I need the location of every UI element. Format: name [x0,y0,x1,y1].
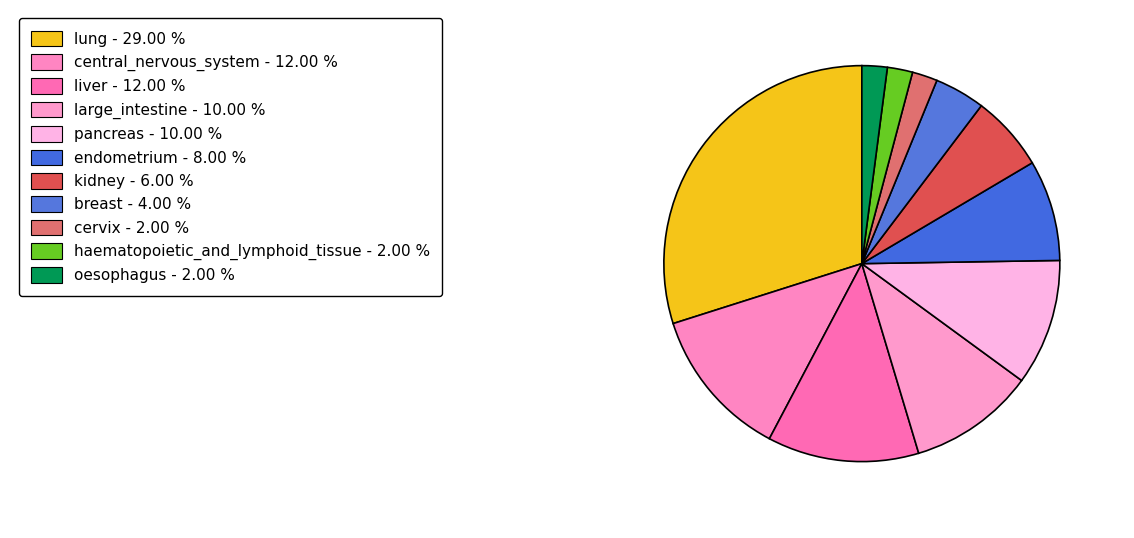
Wedge shape [674,264,862,438]
Wedge shape [862,264,1022,453]
Legend: lung - 29.00 %, central_nervous_system - 12.00 %, liver - 12.00 %, large_intesti: lung - 29.00 %, central_nervous_system -… [19,18,442,296]
Wedge shape [862,67,913,264]
Wedge shape [769,264,919,462]
Wedge shape [862,72,937,264]
Wedge shape [862,66,888,264]
Wedge shape [862,260,1060,380]
Wedge shape [862,80,981,264]
Wedge shape [663,66,862,323]
Wedge shape [862,106,1032,264]
Wedge shape [862,163,1060,264]
